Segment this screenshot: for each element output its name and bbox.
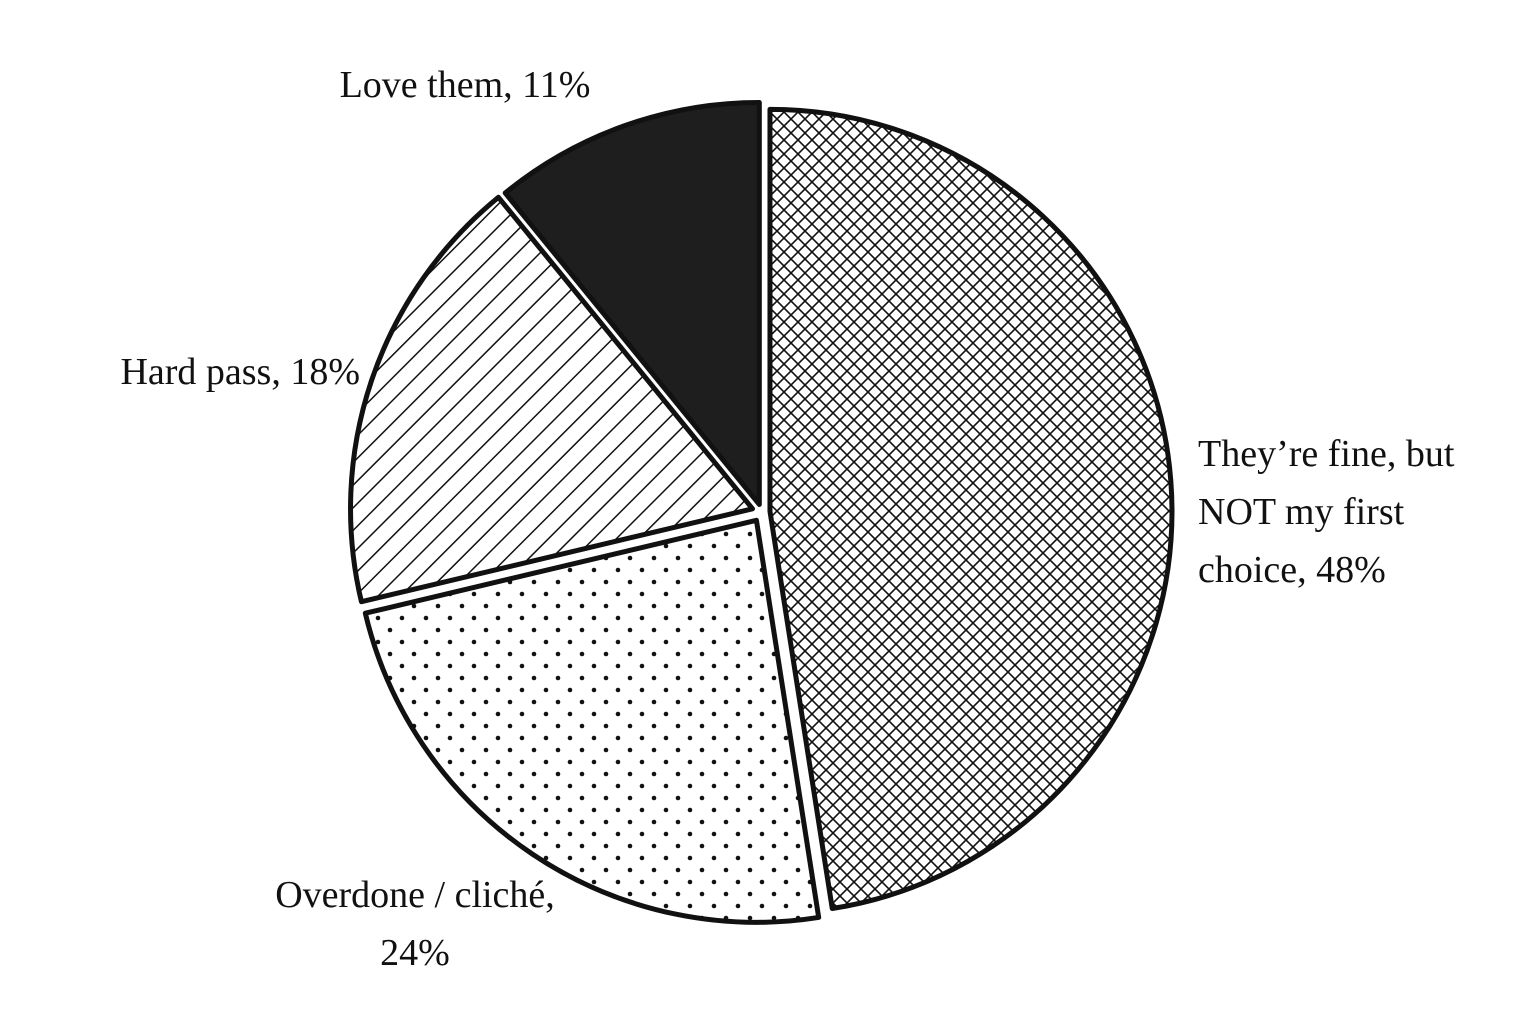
- pie-slice: [502, 99, 762, 507]
- pie-slice: [767, 106, 1175, 912]
- slice-label: They’re fine, but NOT my first choice, 4…: [1198, 433, 1455, 591]
- slice-label: Love them, 11%: [339, 64, 591, 106]
- slice-label: Hard pass, 18%: [120, 351, 360, 393]
- pie-slice: [362, 517, 822, 925]
- pie-slice: [348, 194, 756, 605]
- slice-label: Overdone / cliché, 24%: [275, 874, 555, 974]
